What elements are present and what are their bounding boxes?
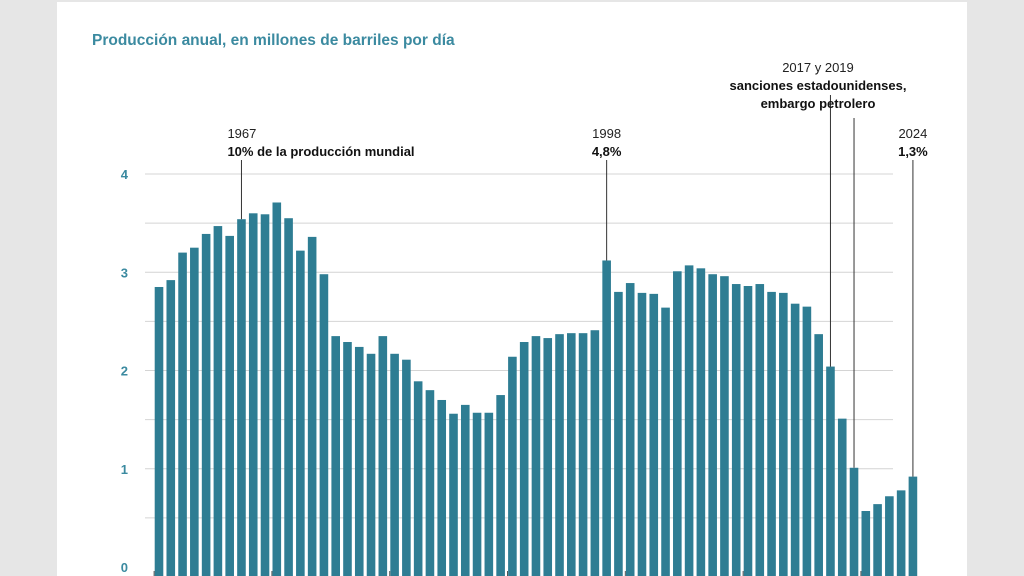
bar-2010: [743, 286, 753, 576]
bar-1984: [437, 399, 447, 576]
bar-1991: [519, 342, 529, 576]
bar-2006: [696, 268, 706, 576]
bar-2018: [837, 418, 847, 576]
bar-1981: [402, 359, 411, 576]
bar-1967: [237, 219, 246, 576]
bar-1962: [178, 252, 187, 576]
bar-1998: [602, 260, 611, 576]
bar-1974: [319, 274, 329, 576]
annotation-title-2019: 2017 y 2019: [782, 60, 854, 75]
bar-1973: [307, 236, 317, 576]
bar-2014: [790, 303, 800, 576]
bar-2008: [720, 276, 729, 576]
bar-1965: [213, 226, 223, 576]
bar-1987: [472, 412, 482, 576]
bar-1994: [555, 334, 564, 576]
y-tick-label: 1: [121, 462, 128, 477]
bar-1968: [248, 213, 258, 576]
annotation-value-2024: 1,3%: [898, 144, 928, 159]
bar-2007: [708, 274, 717, 576]
annotation-value-1998: 4,8%: [592, 144, 622, 159]
bar-2011: [755, 284, 765, 576]
bar-2003: [661, 307, 670, 576]
bar-1972: [296, 250, 305, 576]
bar-1980: [390, 353, 399, 576]
bar-1992: [531, 336, 541, 576]
bar-1970: [272, 202, 282, 576]
bar-2021: [873, 504, 882, 576]
bar-2022: [885, 496, 894, 576]
annotation-title-2024: 2024: [898, 126, 927, 141]
bar-2024: [908, 476, 918, 576]
bar-1976: [343, 342, 352, 576]
bar-2020: [861, 510, 871, 576]
bar-1978: [366, 353, 376, 576]
bar-1990: [508, 356, 517, 576]
bar-1977: [354, 346, 364, 576]
bar-1971: [284, 218, 293, 576]
y-tick-label: 4: [121, 167, 129, 182]
y-tick-label: 3: [121, 265, 128, 280]
bar-1983: [425, 390, 435, 576]
bar-2012: [767, 291, 776, 576]
annotation-value-1967: 10% de la producción mundial: [227, 144, 414, 159]
annotation-note-2019: embargo petrolero: [761, 96, 876, 111]
bar-2023: [896, 490, 906, 576]
bar-2009: [731, 284, 741, 576]
bar-1961: [166, 280, 176, 576]
bar-2002: [649, 293, 659, 576]
bar-1997: [590, 330, 600, 576]
bar-1988: [484, 412, 494, 576]
bar-2005: [684, 265, 694, 576]
bar-1964: [201, 233, 211, 576]
bar-1969: [260, 214, 270, 576]
y-tick-label: 2: [121, 364, 128, 379]
bar-1989: [496, 395, 505, 576]
bar-1960: [154, 286, 164, 576]
bar-1963: [190, 247, 199, 576]
bar-2001: [637, 292, 647, 576]
chart-title: Producción anual, en millones de barrile…: [92, 32, 455, 49]
bar-2016: [814, 334, 823, 576]
bar-1975: [331, 336, 340, 576]
bar-1995: [567, 333, 576, 576]
annotation-value-2019: sanciones estadounidenses,: [729, 78, 906, 93]
bar-2017: [826, 366, 835, 576]
bar-1982: [413, 381, 423, 576]
bar-1986: [460, 404, 470, 576]
annotation-title-1967: 1967: [227, 126, 256, 141]
bar-1996: [578, 333, 588, 576]
bar-1966: [225, 235, 234, 576]
y-tick-label: 0: [121, 560, 128, 575]
bar-1979: [378, 336, 388, 576]
bar-2019: [849, 467, 859, 576]
bar-2015: [802, 306, 812, 576]
annotation-title-1998: 1998: [592, 126, 621, 141]
bar-1999: [614, 291, 623, 576]
bar-2013: [779, 292, 788, 576]
bar-1985: [449, 413, 458, 576]
bar-2004: [673, 271, 682, 576]
bar-2000: [625, 283, 635, 576]
bar-1993: [543, 338, 553, 576]
